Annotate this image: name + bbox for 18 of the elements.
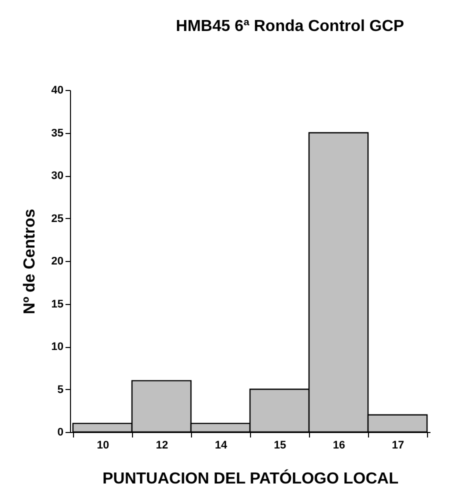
x-tick-label: 16 <box>332 440 346 452</box>
x-axis-title: PUNTUACION DEL PATÓLOGO LOCAL <box>102 468 399 488</box>
y-tick-label: 35 <box>51 127 64 140</box>
y-axis-title: Nº de Centros <box>21 208 38 314</box>
y-tick-label: 10 <box>51 341 64 353</box>
x-tick-label: 15 <box>274 440 286 452</box>
y-tick-label: 5 <box>57 384 64 396</box>
y-tick-label: 25 <box>51 212 64 225</box>
y-tick-label: 15 <box>51 298 64 310</box>
y-tick-label: 0 <box>57 426 64 438</box>
x-tick-label: 14 <box>214 440 228 452</box>
x-tick-label: 12 <box>156 440 168 452</box>
y-tick-label: 40 <box>51 84 64 96</box>
chart-title: HMB45 6ª Ronda Control GCP <box>176 18 404 35</box>
y-tick-label: 30 <box>51 170 64 182</box>
x-tick-label: 10 <box>96 440 110 452</box>
y-tick-label: 20 <box>51 256 64 268</box>
x-tick-label: 17 <box>392 440 404 452</box>
